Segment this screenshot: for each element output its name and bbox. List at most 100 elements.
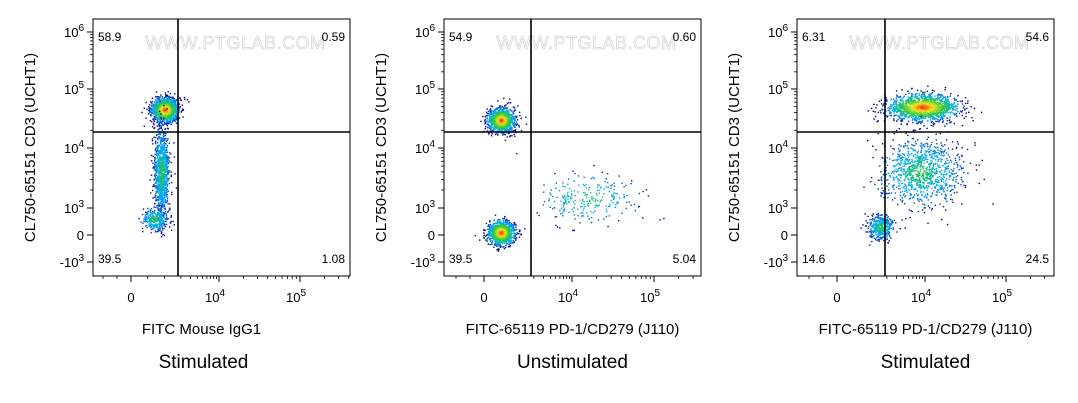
data-point xyxy=(157,177,159,179)
data-point xyxy=(170,113,172,116)
data-point xyxy=(174,111,176,113)
data-point xyxy=(167,120,169,122)
data-point xyxy=(494,244,496,246)
data-point xyxy=(479,239,481,241)
data-point xyxy=(161,198,163,201)
data-point xyxy=(484,128,486,130)
data-point xyxy=(161,113,163,115)
data-point xyxy=(493,127,495,130)
data-point xyxy=(163,220,165,223)
data-point xyxy=(154,231,157,233)
data-point xyxy=(499,107,501,110)
data-point xyxy=(513,124,516,126)
data-point xyxy=(160,181,162,184)
data-point xyxy=(160,105,162,108)
data-point xyxy=(148,218,151,220)
data-point xyxy=(154,230,157,232)
data-point xyxy=(170,98,172,101)
data-point xyxy=(158,118,160,120)
data-point xyxy=(142,230,144,233)
data-point xyxy=(508,126,511,128)
data-point xyxy=(502,128,505,130)
data-point xyxy=(171,193,173,196)
data-point xyxy=(160,110,163,113)
data-point xyxy=(514,229,516,231)
data-point xyxy=(513,242,515,244)
data-point xyxy=(168,109,171,111)
data-point xyxy=(162,220,165,222)
data-point xyxy=(162,234,164,236)
data-point xyxy=(150,218,153,220)
data-point xyxy=(161,106,163,108)
data-point xyxy=(155,185,157,187)
data-point xyxy=(489,235,491,237)
data-point xyxy=(148,109,151,111)
data-point xyxy=(487,225,489,227)
data-point xyxy=(505,113,508,116)
data-point xyxy=(156,167,158,169)
data-point xyxy=(163,108,165,110)
data-point xyxy=(489,115,491,117)
data-point xyxy=(154,225,157,227)
data-point xyxy=(149,101,152,103)
data-point xyxy=(151,103,153,105)
data-point xyxy=(159,196,161,198)
data-point xyxy=(502,109,504,112)
data-point xyxy=(158,105,161,107)
data-point xyxy=(162,100,164,102)
data-point xyxy=(509,117,511,119)
data-point xyxy=(175,106,177,108)
data-point xyxy=(160,232,163,235)
data-point xyxy=(153,120,155,122)
data-point xyxy=(148,106,150,108)
data-point xyxy=(488,232,490,235)
data-point xyxy=(156,219,159,221)
data-point xyxy=(166,217,168,220)
data-point xyxy=(150,221,152,223)
data-point xyxy=(165,167,167,169)
data-point xyxy=(166,104,168,106)
data-point xyxy=(158,106,160,108)
data-point xyxy=(502,221,505,224)
data-point xyxy=(499,112,501,115)
data-point xyxy=(162,100,164,103)
data-point xyxy=(157,219,160,221)
data-point xyxy=(496,119,498,122)
data-point xyxy=(497,239,500,241)
data-point xyxy=(503,120,505,123)
data-point xyxy=(160,205,163,207)
data-point xyxy=(508,224,510,226)
data-point xyxy=(485,235,487,237)
data-point xyxy=(151,110,154,112)
data-point xyxy=(508,244,510,246)
data-point xyxy=(504,219,506,221)
data-point xyxy=(159,204,162,206)
data-point xyxy=(498,113,500,116)
data-point xyxy=(160,165,163,168)
data-point xyxy=(154,107,157,110)
data-point xyxy=(174,102,177,104)
data-point xyxy=(186,99,189,101)
data-point xyxy=(497,125,500,127)
data-point xyxy=(159,161,161,163)
data-point xyxy=(173,224,175,226)
data-point xyxy=(169,114,172,116)
data-point xyxy=(179,106,181,109)
data-point xyxy=(508,128,511,130)
data-point xyxy=(495,242,497,244)
data-point xyxy=(160,185,162,187)
data-point xyxy=(508,226,510,228)
data-point xyxy=(159,229,161,232)
data-point xyxy=(508,118,510,120)
data-point xyxy=(151,228,153,231)
data-point xyxy=(505,119,507,121)
data-point xyxy=(165,101,167,103)
data-point xyxy=(166,173,169,175)
data-point xyxy=(155,141,157,144)
data-point xyxy=(493,119,495,121)
data-point xyxy=(150,209,152,211)
data-point xyxy=(488,233,490,236)
data-point xyxy=(505,123,507,126)
data-point xyxy=(154,174,156,176)
data-point xyxy=(490,135,493,137)
